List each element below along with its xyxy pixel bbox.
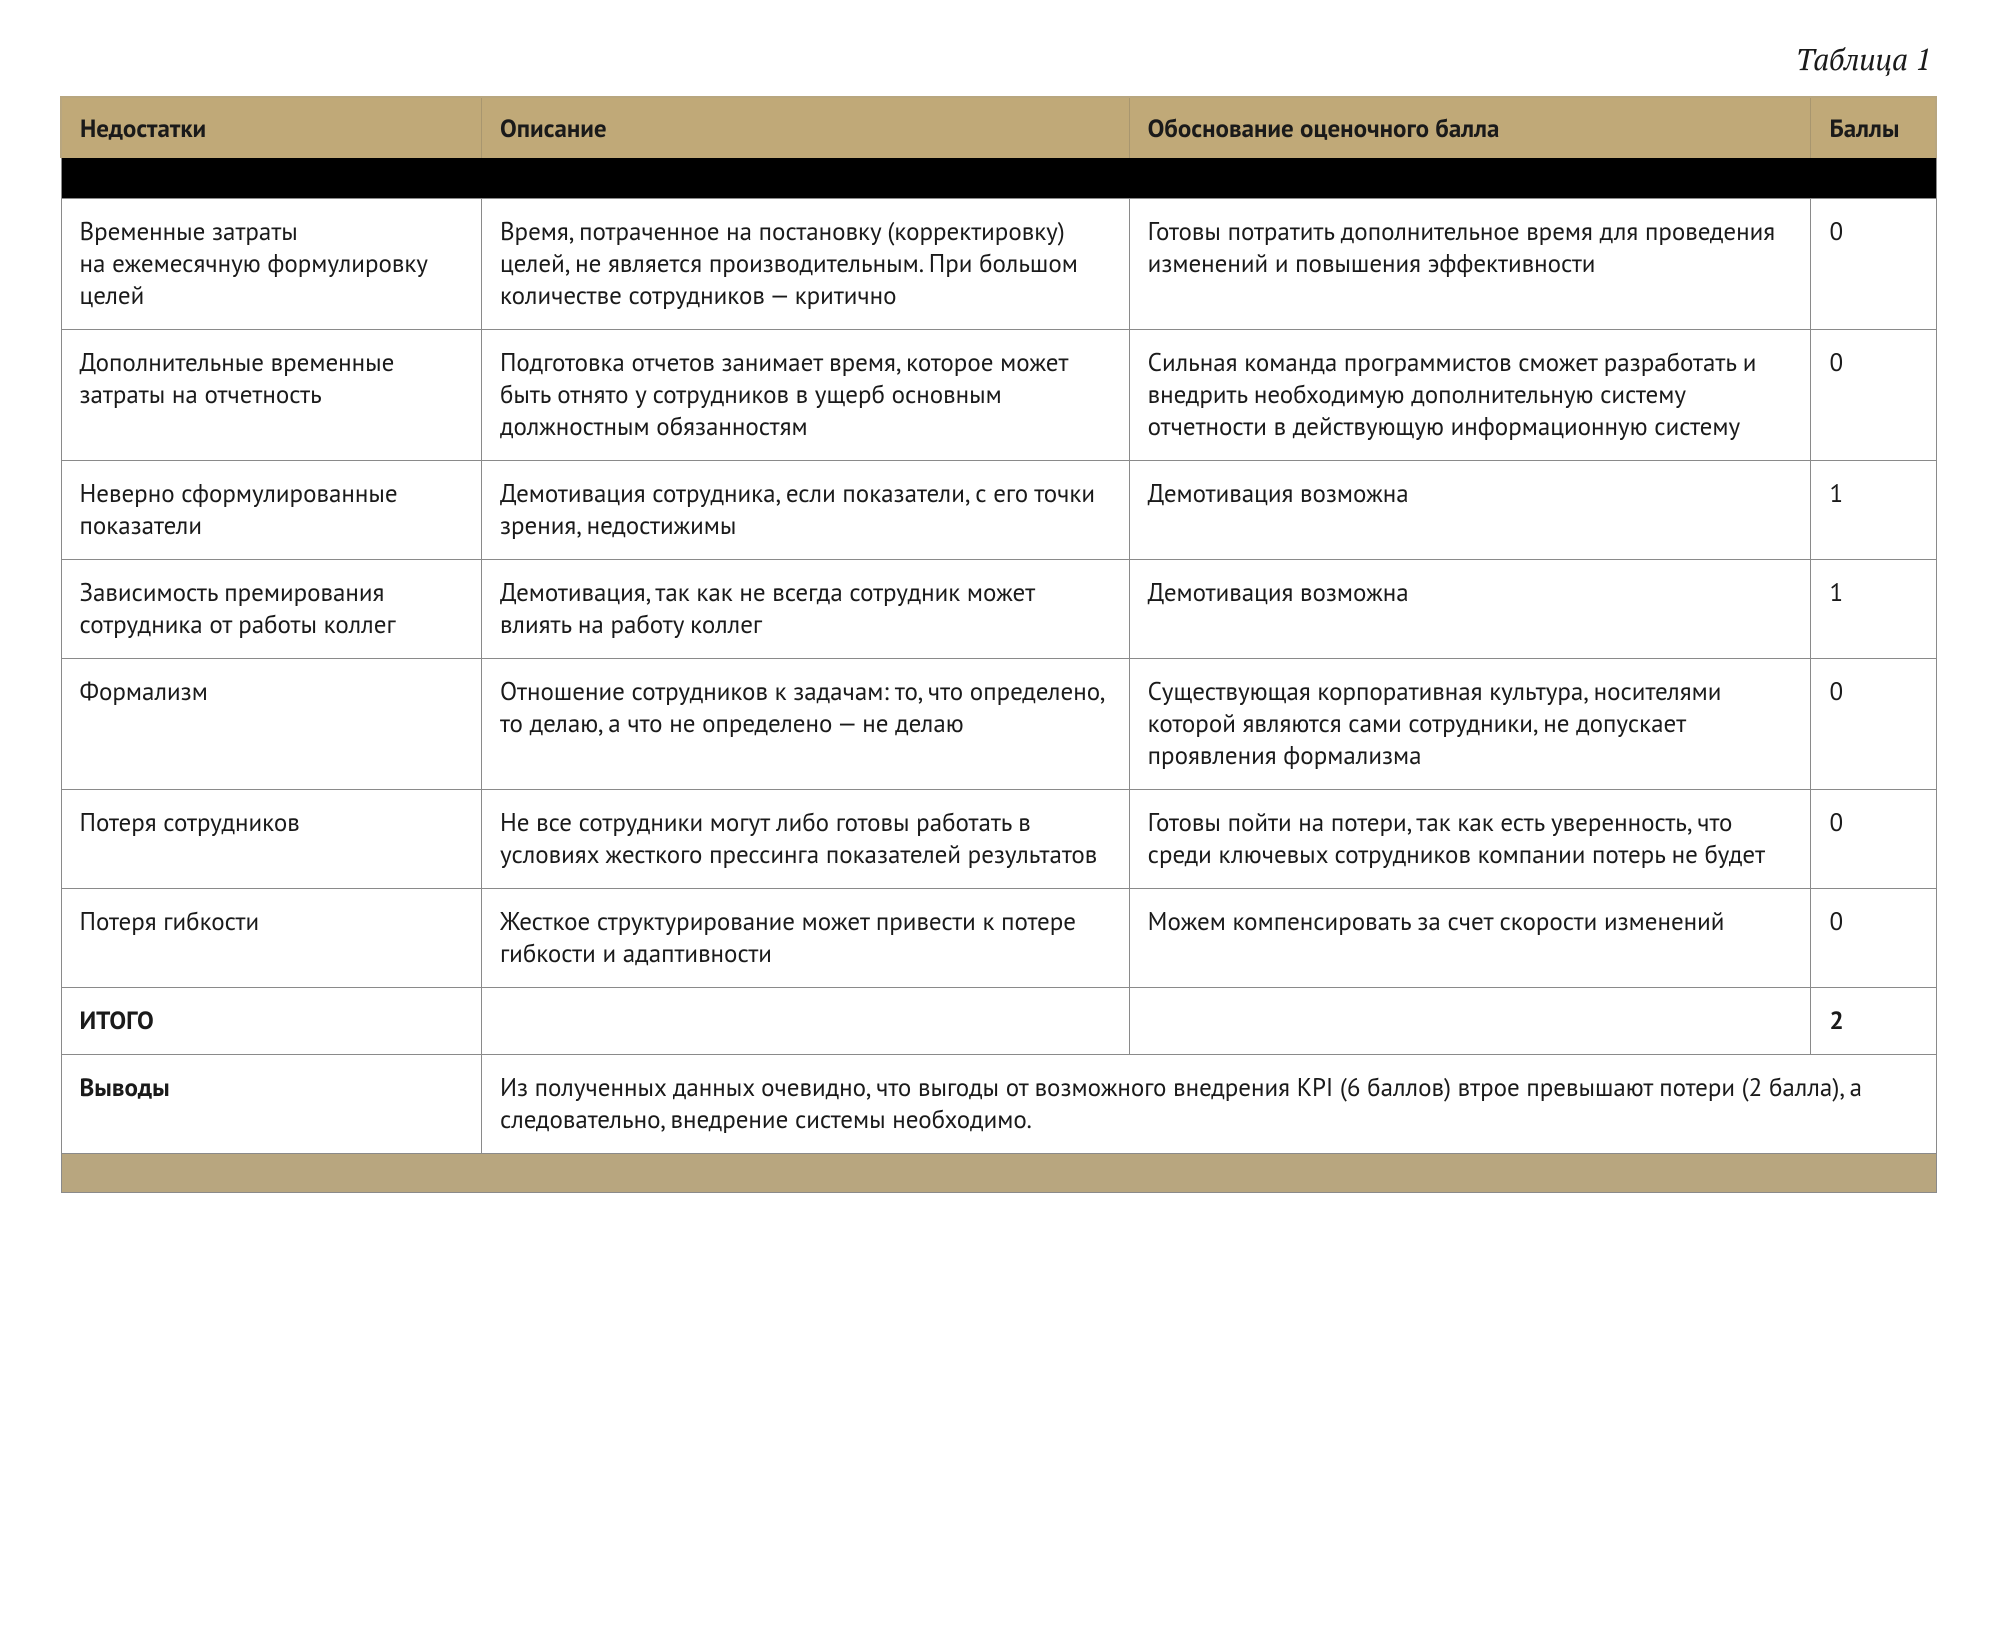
- table-row: Формализм Отношение сотрудников к задача…: [61, 659, 1936, 790]
- total-c2: [481, 988, 1129, 1055]
- cell-deficiency: Дополнительные временные затраты на отче…: [61, 330, 481, 461]
- deficiencies-table: Недостатки Описание Обоснование оценочно…: [60, 96, 1937, 1193]
- conclusion-row: Выводы Из полученных данных очевидно, чт…: [61, 1055, 1936, 1154]
- cell-justification: Демотивация возможна: [1129, 560, 1811, 659]
- col-header-deficiency: Недостатки: [61, 97, 481, 158]
- table-row: Неверно сформулированные показатели Демо…: [61, 461, 1936, 560]
- cell-justification: Сильная команда программистов сможет раз…: [1129, 330, 1811, 461]
- total-label: ИТОГО: [61, 988, 481, 1055]
- table-row: Дополнительные временные затраты на отче…: [61, 330, 1936, 461]
- cell-justification: Готовы потратить дополнительное время дл…: [1129, 199, 1811, 330]
- cell-score: 0: [1811, 889, 1936, 988]
- cell-description: Демотивация сотрудника, если показатели,…: [481, 461, 1129, 560]
- col-header-score: Баллы: [1811, 97, 1936, 158]
- cell-deficiency: Потеря гибкости: [61, 889, 481, 988]
- cell-justification: Готовы пойти на потери, так как есть уве…: [1129, 790, 1811, 889]
- table-header: Недостатки Описание Обоснование оценочно…: [61, 97, 1936, 158]
- cell-score: 1: [1811, 461, 1936, 560]
- cell-deficiency: Формализм: [61, 659, 481, 790]
- col-header-description: Описание: [481, 97, 1129, 158]
- conclusion-label: Выводы: [61, 1055, 481, 1154]
- cell-deficiency: Зависимость премирования сотрудника от р…: [61, 560, 481, 659]
- cell-deficiency: Потеря сотрудников: [61, 790, 481, 889]
- total-c3: [1129, 988, 1811, 1055]
- total-row: ИТОГО 2: [61, 988, 1936, 1055]
- cell-score: 1: [1811, 560, 1936, 659]
- col-header-justification: Обоснование оценочного балла: [1129, 97, 1811, 158]
- total-score: 2: [1811, 988, 1936, 1055]
- cell-description: Подготовка отчетов занимает время, котор…: [481, 330, 1129, 461]
- cell-score: 0: [1811, 330, 1936, 461]
- cell-description: Жесткое структурирование может привести …: [481, 889, 1129, 988]
- cell-description: Демотивация, так как не всегда сотрудник…: [481, 560, 1129, 659]
- cell-deficiency: Неверно сформулированные показатели: [61, 461, 481, 560]
- cell-score: 0: [1811, 199, 1936, 330]
- table-caption: Таблица 1: [60, 40, 1931, 78]
- table-row: Зависимость премирования сотрудника от р…: [61, 560, 1936, 659]
- header-separator: [61, 158, 1936, 199]
- bottom-rule: [61, 1154, 1936, 1193]
- cell-deficiency: Временные затраты на ежемесячную формули…: [61, 199, 481, 330]
- cell-justification: Демотивация возможна: [1129, 461, 1811, 560]
- table-row: Потеря гибкости Жесткое структурирование…: [61, 889, 1936, 988]
- cell-justification: Можем компенсировать за счет скорости из…: [1129, 889, 1811, 988]
- cell-score: 0: [1811, 659, 1936, 790]
- cell-description: Не все сотрудники могут либо готовы рабо…: [481, 790, 1129, 889]
- table-row: Временные затраты на ежемесячную формули…: [61, 199, 1936, 330]
- table-row: Потеря сотрудников Не все сотрудники мог…: [61, 790, 1936, 889]
- cell-score: 0: [1811, 790, 1936, 889]
- page: Таблица 1 Недостатки Описание Обосновани…: [0, 0, 1997, 1253]
- conclusion-text: Из полученных данных очевидно, что выгод…: [481, 1055, 1936, 1154]
- cell-description: Отношение сотрудников к задачам: то, что…: [481, 659, 1129, 790]
- cell-justification: Существующая корпоративная культура, нос…: [1129, 659, 1811, 790]
- cell-description: Время, потраченное на постановку (коррек…: [481, 199, 1129, 330]
